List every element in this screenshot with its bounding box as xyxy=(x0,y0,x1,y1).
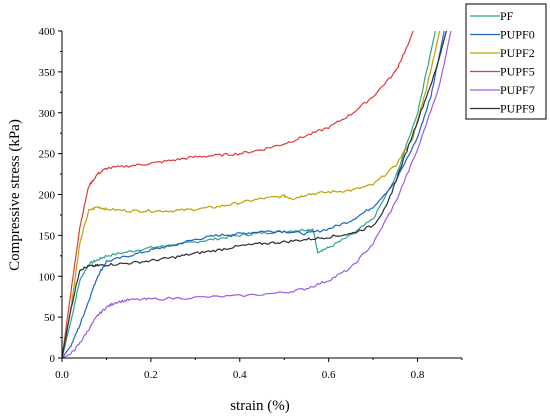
legend-box xyxy=(465,3,547,120)
y-tick-label: 400 xyxy=(39,26,56,38)
y-axis-title: Compressive stress (kPa) xyxy=(7,119,23,271)
x-axis-title: strain (%) xyxy=(230,398,290,414)
x-tick-label: 0.6 xyxy=(322,369,336,381)
x-tick-label: 0.2 xyxy=(144,369,158,381)
series-line-pupf0 xyxy=(61,30,445,359)
legend-label-pupf0: PUPF0 xyxy=(500,28,535,42)
legend-label-pf: PF xyxy=(500,9,514,23)
legend: PF PUPF0 PUPF2 PUPF5 PUPF7 PUPF9 xyxy=(465,3,547,120)
y-tick-label: 150 xyxy=(39,230,56,242)
y-tick-label: 0 xyxy=(50,353,56,365)
x-tick-label: 0.0 xyxy=(55,369,69,381)
y-tick-label: 50 xyxy=(44,312,56,324)
x-tick-label: 0.8 xyxy=(411,369,425,381)
series-line-pupf7 xyxy=(61,30,452,359)
plot-area xyxy=(61,30,452,359)
y-tick-label: 100 xyxy=(39,271,56,283)
y-tick-label: 200 xyxy=(39,190,56,202)
legend-label-pupf9: PUPF9 xyxy=(500,102,535,116)
y-tick-label: 300 xyxy=(39,108,56,120)
series-line-pf xyxy=(61,30,436,359)
axes: 0 50 100 150 200 250 300 350 400 0.0 0.2 0.4 0.6 0.8 xyxy=(39,26,463,381)
series-line-pupf2 xyxy=(61,30,441,359)
legend-label-pupf5: PUPF5 xyxy=(500,65,535,79)
legend-label-pupf7: PUPF7 xyxy=(500,83,535,97)
y-tick-label: 350 xyxy=(39,67,56,79)
series-line-pupf5 xyxy=(61,30,414,359)
x-tick-label: 0.4 xyxy=(233,369,247,381)
y-tick-label: 250 xyxy=(39,149,56,161)
legend-label-pupf2: PUPF2 xyxy=(500,46,535,60)
series-line-pupf9 xyxy=(61,30,447,359)
